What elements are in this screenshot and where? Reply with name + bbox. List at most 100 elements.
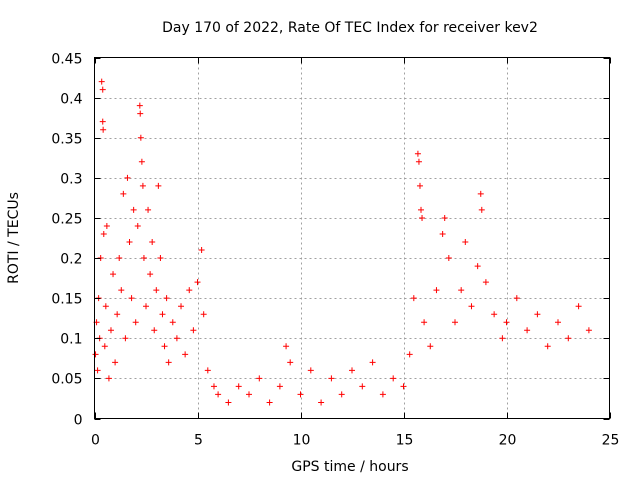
data-point <box>147 271 154 278</box>
data-point <box>544 343 551 350</box>
data-point <box>105 375 112 382</box>
data-point <box>359 383 366 390</box>
y-tick-label: 0.3 <box>60 172 82 188</box>
data-point <box>416 182 423 189</box>
data-point <box>99 86 106 93</box>
data-point <box>390 375 397 382</box>
data-point <box>120 190 127 197</box>
data-point <box>137 134 144 141</box>
data-point <box>524 327 531 334</box>
data-point <box>101 343 108 350</box>
data-point <box>198 247 205 254</box>
data-point <box>99 118 106 125</box>
data-point <box>445 255 452 262</box>
data-point <box>159 311 166 318</box>
data-point <box>149 239 156 246</box>
data-point <box>143 303 149 310</box>
y-tick-label: 0.2 <box>60 252 82 268</box>
data-point <box>161 343 168 350</box>
data-point <box>178 303 185 310</box>
data-point <box>246 391 252 398</box>
chart-title: Day 170 of 2022, Rate Of TEC Index for r… <box>162 20 538 36</box>
data-point <box>328 375 335 382</box>
data-point <box>266 399 273 406</box>
data-point <box>110 271 117 278</box>
y-tick-label: 0.35 <box>51 132 82 148</box>
data-point <box>140 255 147 262</box>
data-point <box>400 383 407 390</box>
data-point <box>118 287 125 294</box>
data-point <box>499 335 506 342</box>
data-point <box>433 287 440 294</box>
x-tick-label: 5 <box>194 433 203 449</box>
data-point <box>114 311 121 318</box>
data-point <box>474 263 481 270</box>
y-tick-label: 0.4 <box>60 92 82 108</box>
data-point <box>186 287 193 294</box>
data-point <box>406 351 413 358</box>
data-point <box>138 158 145 165</box>
data-point <box>107 327 114 334</box>
tick-labels: 0 5 10 15 20 25 0 0.05 0.1 0.15 0.2 0.25 0.3 0.35 0.4 0… <box>51 52 619 449</box>
data-point <box>235 383 242 390</box>
data-point <box>379 391 386 398</box>
data-point <box>169 319 176 326</box>
data-point <box>338 391 345 398</box>
data-point <box>210 383 217 390</box>
data-point <box>256 375 263 382</box>
data-point <box>100 126 107 133</box>
data-point <box>555 319 561 326</box>
data-point <box>200 311 207 318</box>
data-point <box>116 255 123 262</box>
data-point <box>414 150 421 157</box>
data-point <box>513 295 520 302</box>
data-point <box>130 206 137 213</box>
data-point <box>418 206 425 213</box>
y-tick-label: 0.1 <box>60 332 82 348</box>
data-point <box>462 239 469 246</box>
data-point <box>151 327 158 334</box>
data-point <box>369 359 376 366</box>
data-point <box>421 319 428 326</box>
data-point <box>318 399 325 406</box>
y-tick-label: 0.25 <box>51 212 82 228</box>
y-tick-label: 0.15 <box>51 292 82 308</box>
data-point <box>276 383 283 390</box>
data-point <box>128 295 135 302</box>
data-point <box>136 102 143 109</box>
data-point <box>145 206 152 213</box>
data-point <box>124 174 131 181</box>
data-point <box>134 222 141 229</box>
grid-layer <box>94 57 610 419</box>
data-point <box>153 287 160 294</box>
data-point <box>215 391 222 398</box>
x-tick-label: 10 <box>293 433 311 449</box>
data-point <box>139 182 146 189</box>
x-tick-label: 25 <box>602 433 620 449</box>
data-point <box>439 230 446 237</box>
data-point <box>534 311 541 318</box>
data-point <box>307 367 314 374</box>
data-point <box>194 279 201 286</box>
data-point <box>287 359 294 366</box>
data-point <box>126 239 133 246</box>
data-point <box>155 182 162 189</box>
data-point <box>190 327 197 334</box>
data-point <box>585 327 592 334</box>
data-point <box>491 311 498 318</box>
data-point <box>157 255 164 262</box>
y-tick-label: 0.45 <box>51 52 82 68</box>
data-point <box>132 319 139 326</box>
data-point <box>441 214 448 221</box>
data-point <box>419 214 426 221</box>
data-point <box>102 303 109 310</box>
data-point <box>103 222 110 229</box>
data-point <box>410 295 417 302</box>
data-point <box>297 391 304 398</box>
data-point <box>98 78 105 85</box>
plot-frame <box>94 57 610 419</box>
x-axis-label: GPS time / hours <box>291 459 408 475</box>
axis-ticks <box>94 57 611 420</box>
data-point <box>137 110 144 117</box>
